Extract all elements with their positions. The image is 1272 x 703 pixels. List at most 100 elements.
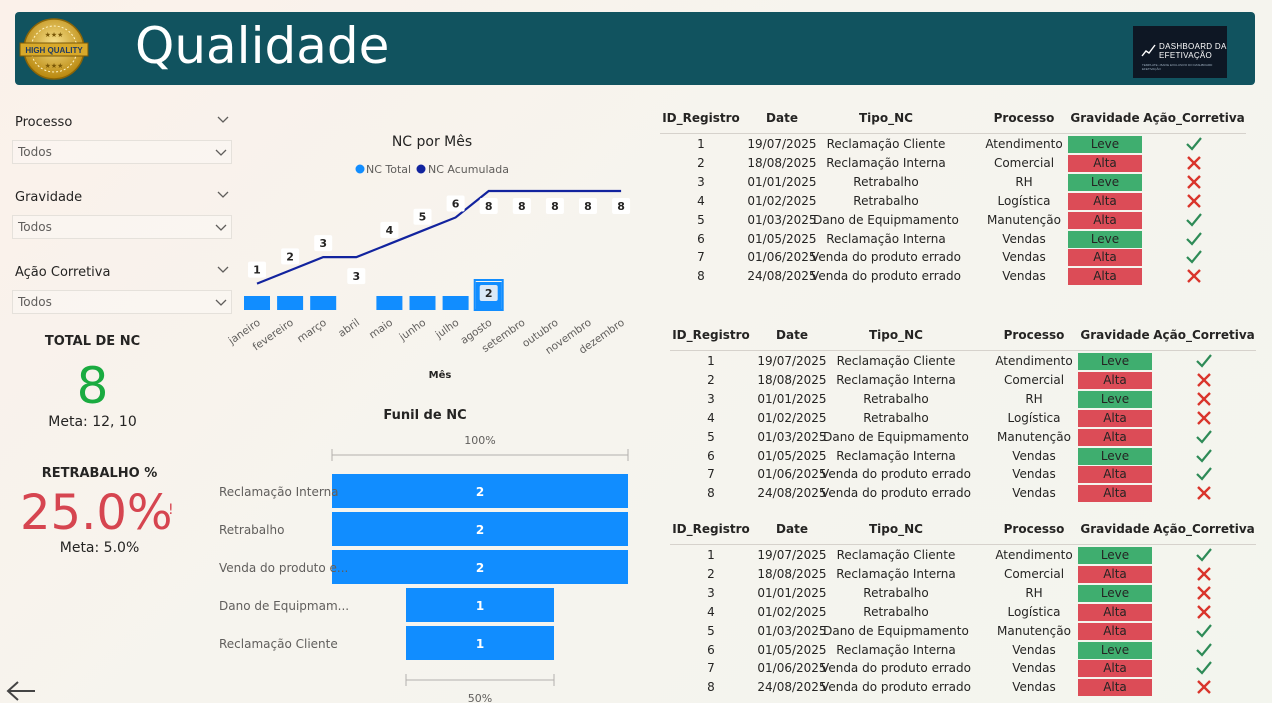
line-data-label-text: 8: [485, 200, 493, 213]
data-label-bg: [446, 195, 465, 212]
column-header[interactable]: Processo: [993, 111, 1055, 125]
line-data-label: 1: [248, 261, 266, 278]
funnel-category: Dano de Equipmam...: [219, 599, 349, 613]
chart-title: Funil de NC: [383, 408, 466, 423]
line-data-label: 3: [347, 268, 366, 285]
cross-icon: [1197, 604, 1211, 619]
funil-de-nc-chart: Funil de NC 100% 2 Reclamação Interna 2 Retra…: [219, 408, 629, 703]
funnel-bar[interactable]: [332, 550, 628, 584]
column-header[interactable]: Gravidade: [1070, 111, 1140, 125]
filter-label: Ação Corretiva: [15, 265, 111, 280]
table-cell-processo: Vendas: [1002, 231, 1046, 246]
back-arrow-icon[interactable]: [5, 680, 37, 702]
bar-janeiro[interactable]: [244, 296, 270, 310]
bar-junho[interactable]: [409, 296, 436, 310]
column-header[interactable]: Ação_Corretiva: [1153, 522, 1255, 536]
table-cell-id: 4: [707, 410, 715, 425]
gravidade-badge: Leve: [1078, 641, 1152, 659]
gravidade-badge: Alta: [1068, 211, 1142, 229]
table-cell-tipo: Reclamação Interna: [836, 448, 956, 463]
table-cell-tipo: Dano de Equipmamento: [823, 623, 969, 638]
gravidade-badge: Alta: [1078, 371, 1152, 389]
column-header[interactable]: Date: [776, 328, 808, 342]
chevron-down-icon[interactable]: [217, 191, 229, 199]
data-label-bg: [479, 198, 498, 214]
funnel-value: 2: [476, 561, 484, 575]
funnel-bar[interactable]: [332, 474, 628, 508]
table-cell-date: 01/01/2025: [747, 174, 817, 189]
chevron-down-icon: [215, 224, 227, 231]
chevron-down-icon[interactable]: [217, 116, 229, 124]
filter-dropdown[interactable]: Todos: [12, 290, 232, 314]
funnel-bar[interactable]: [406, 626, 554, 660]
column-header[interactable]: Processo: [1003, 522, 1065, 536]
column-header[interactable]: Date: [766, 111, 798, 125]
table-cell-date: 01/05/2025: [747, 231, 817, 246]
column-header[interactable]: Tipo_NC: [859, 111, 913, 125]
data-label-bg: [380, 221, 399, 238]
funnel-bottom-label: 50%: [468, 692, 492, 703]
filter-dropdown[interactable]: Todos: [12, 215, 232, 239]
line-data-label-text: 2: [286, 250, 294, 263]
funnel-bar[interactable]: [332, 512, 628, 546]
chevron-down-icon[interactable]: [217, 266, 229, 274]
chevron-down-icon: [215, 149, 227, 156]
column-header[interactable]: Date: [776, 522, 808, 536]
header-divider: [670, 350, 1256, 351]
table-cell-tipo: Retrabalho: [853, 193, 919, 208]
kpi-retrabalho-meta: Meta: 5.0%: [59, 540, 140, 556]
kpi-retrabalho-title: RETRABALHO %: [41, 466, 158, 481]
table-cell-date: 18/08/2025: [757, 372, 827, 387]
cross-icon: [1197, 410, 1211, 425]
table-cell-tipo: Retrabalho: [863, 604, 929, 619]
column-header[interactable]: ID_Registro: [672, 328, 750, 342]
line-data-label: 2: [281, 248, 300, 265]
column-header[interactable]: Tipo_NC: [869, 522, 923, 536]
column-header[interactable]: Tipo_NC: [869, 328, 923, 342]
column-header[interactable]: Processo: [1003, 328, 1065, 342]
table-cell-date: 01/02/2025: [747, 193, 817, 208]
bar-julho[interactable]: [442, 296, 469, 310]
table-cell-id: 2: [697, 155, 705, 170]
table-cell-date: 18/08/2025: [757, 566, 827, 581]
bar-maio[interactable]: [376, 296, 403, 310]
line-data-label-text: 1: [253, 264, 261, 277]
cross-icon: [1187, 174, 1201, 189]
table-cell-processo: Logística: [997, 193, 1051, 208]
funnel-category: Reclamação Cliente: [219, 637, 338, 651]
gravidade-badge: Alta: [1078, 679, 1152, 697]
dashboard-logo: DASHBOARD DA EFETIVAÇÃO TEMPLATE • BAIXE…: [1133, 26, 1227, 78]
line-data-label-text: 3: [352, 270, 360, 283]
funnel-bar[interactable]: [406, 588, 554, 622]
table-cell-tipo: Retrabalho: [853, 174, 919, 189]
table-cell-processo: Manutenção: [997, 623, 1071, 638]
line-data-label: 4: [380, 221, 399, 238]
chart-logo-icon: [1141, 44, 1156, 57]
line-data-label-text: 4: [386, 224, 394, 237]
bar-fevereiro[interactable]: [277, 296, 304, 310]
filter-label: Gravidade: [15, 190, 83, 205]
x-tick-label: julho: [433, 317, 462, 342]
line-data-label-text: 8: [584, 200, 592, 213]
data-label-bg: [579, 198, 597, 214]
filter-dropdown[interactable]: Todos: [12, 140, 232, 164]
high-quality-seal-icon: HIGH QUALITY ★★★ ★★★: [19, 18, 89, 80]
table-cell-id: 7: [697, 250, 705, 265]
funnel-top-label: 100%: [464, 434, 495, 447]
column-header[interactable]: Ação_Corretiva: [1143, 111, 1245, 125]
column-header[interactable]: Gravidade: [1080, 328, 1150, 342]
table-cell-tipo: Retrabalho: [863, 391, 929, 406]
table-cell-id: 8: [707, 680, 715, 695]
bar-março[interactable]: [310, 296, 337, 310]
table-cell-date: 01/06/2025: [747, 250, 817, 265]
column-header[interactable]: Ação_Corretiva: [1153, 328, 1255, 342]
gravidade-badge: Leve: [1068, 230, 1142, 248]
column-header[interactable]: ID_Registro: [662, 111, 740, 125]
column-header[interactable]: ID_Registro: [672, 522, 750, 536]
filter-value: Todos: [18, 295, 52, 309]
table-cell-id: 3: [707, 585, 715, 600]
column-header[interactable]: Gravidade: [1080, 522, 1150, 536]
table-cell-processo: Atendimento: [985, 137, 1063, 151]
data-label-bg: [314, 235, 333, 252]
check-icon: [1196, 661, 1212, 676]
